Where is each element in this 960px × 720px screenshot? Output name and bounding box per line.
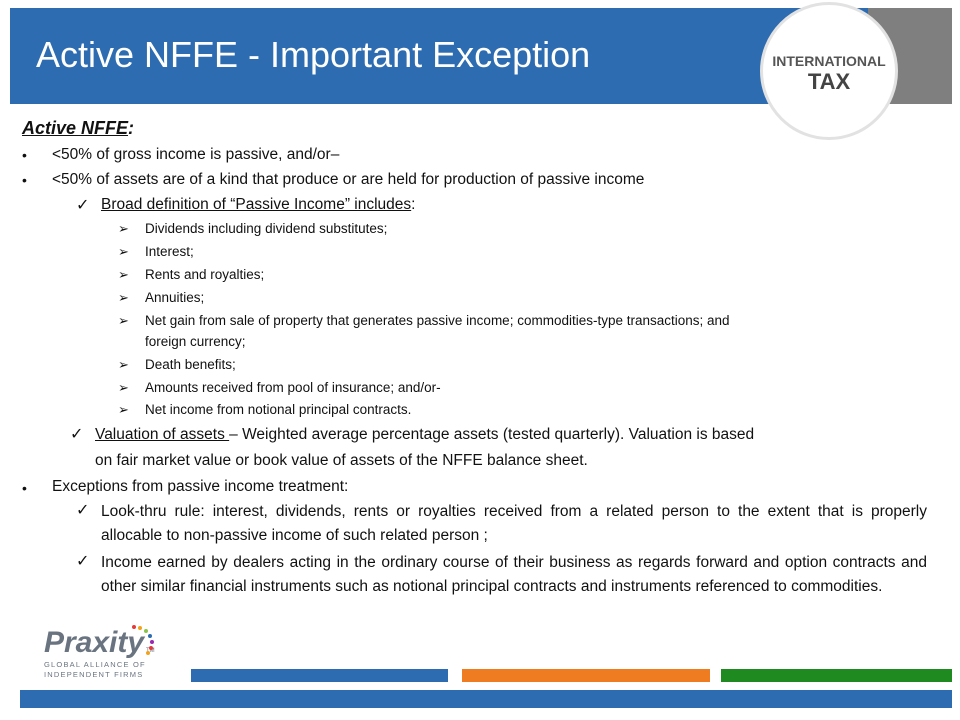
check-item-paragraph: Look-thru rule: interest, dividends, ren…: [101, 503, 927, 544]
arrow-bullet-icon: ➢: [118, 357, 129, 372]
logo-dots-icon: [132, 625, 154, 655]
check-item: Broad definition of “Passive Income” inc…: [101, 196, 415, 214]
passive-item: Amounts received from pool of insurance;…: [145, 380, 441, 395]
check-item-label: Broad definition of “Passive Income” inc…: [101, 196, 412, 213]
logo-trademark: TM: [146, 648, 155, 654]
passive-item: Net income from notional principal contr…: [145, 402, 412, 417]
footer-strip-blue: [191, 669, 448, 682]
arrow-bullet-icon: ➢: [118, 380, 129, 395]
checkmark-icon: ✓: [76, 553, 90, 570]
footer-strip-orange: [462, 669, 710, 682]
logo-wordmark: Praxity: [44, 626, 145, 659]
passive-item: Rents and royalties;: [145, 267, 265, 282]
check-item-continued: on fair market value or book value of as…: [95, 452, 588, 469]
bullet-item: <50% of assets are of a kind that produc…: [52, 171, 645, 188]
logo-tagline-1: GLOBAL ALLIANCE OF: [44, 660, 146, 669]
check-item-label: Valuation of assets: [95, 426, 230, 443]
passive-item: Annuities;: [145, 290, 205, 305]
passive-item: Death benefits;: [145, 357, 236, 372]
footer-bar: [20, 690, 952, 708]
arrow-bullet-icon: ➢: [118, 313, 129, 328]
page-title: Active NFFE - Important Exception: [36, 34, 591, 75]
bullet-item: <50% of gross income is passive, and/or–: [52, 146, 340, 163]
arrow-bullet-icon: ➢: [118, 267, 129, 282]
bullet-dot-icon: •: [22, 147, 27, 163]
check-item-paragraph: Income earned by dealers acting in the o…: [101, 554, 927, 595]
checkmark-icon: ✓: [70, 426, 84, 443]
arrow-bullet-icon: ➢: [118, 290, 129, 305]
praxity-logo: Praxity TM GLOBAL ALLIANCE OF INDEPENDEN…: [44, 625, 174, 682]
bullet-dot-icon: •: [22, 172, 27, 188]
heading-colon: :: [128, 118, 135, 138]
passive-item: Net gain from sale of property that gene…: [145, 313, 730, 328]
arrow-bullet-icon: ➢: [118, 244, 129, 259]
footer-strip-green: [721, 669, 952, 682]
badge-line1: INTERNATIONAL: [772, 53, 886, 69]
check-item-colon: :: [411, 196, 416, 213]
arrow-bullet-icon: ➢: [118, 402, 129, 417]
badge-line2: TAX: [807, 69, 851, 94]
logo-tagline-2: INDEPENDENT FIRMS: [44, 670, 144, 679]
check-item: Valuation of assets – Weighted average p…: [95, 426, 754, 444]
bullet-dot-icon: •: [22, 480, 27, 496]
passive-item: Dividends including dividend substitutes…: [145, 221, 388, 236]
heading-text: Active NFFE: [22, 118, 129, 138]
bullet-item: Exceptions from passive income treatment…: [52, 478, 349, 495]
checkmark-icon: ✓: [76, 502, 90, 519]
international-tax-badge: INTERNATIONAL TAX: [760, 2, 898, 140]
section-heading: Active NFFE:: [22, 118, 134, 139]
passive-item: Interest;: [145, 244, 194, 259]
check-item-text: – Weighted average percentage assets (te…: [229, 426, 755, 443]
arrow-bullet-icon: ➢: [118, 221, 129, 236]
checkmark-icon: ✓: [76, 197, 90, 214]
passive-item-continued: foreign currency;: [145, 334, 246, 349]
